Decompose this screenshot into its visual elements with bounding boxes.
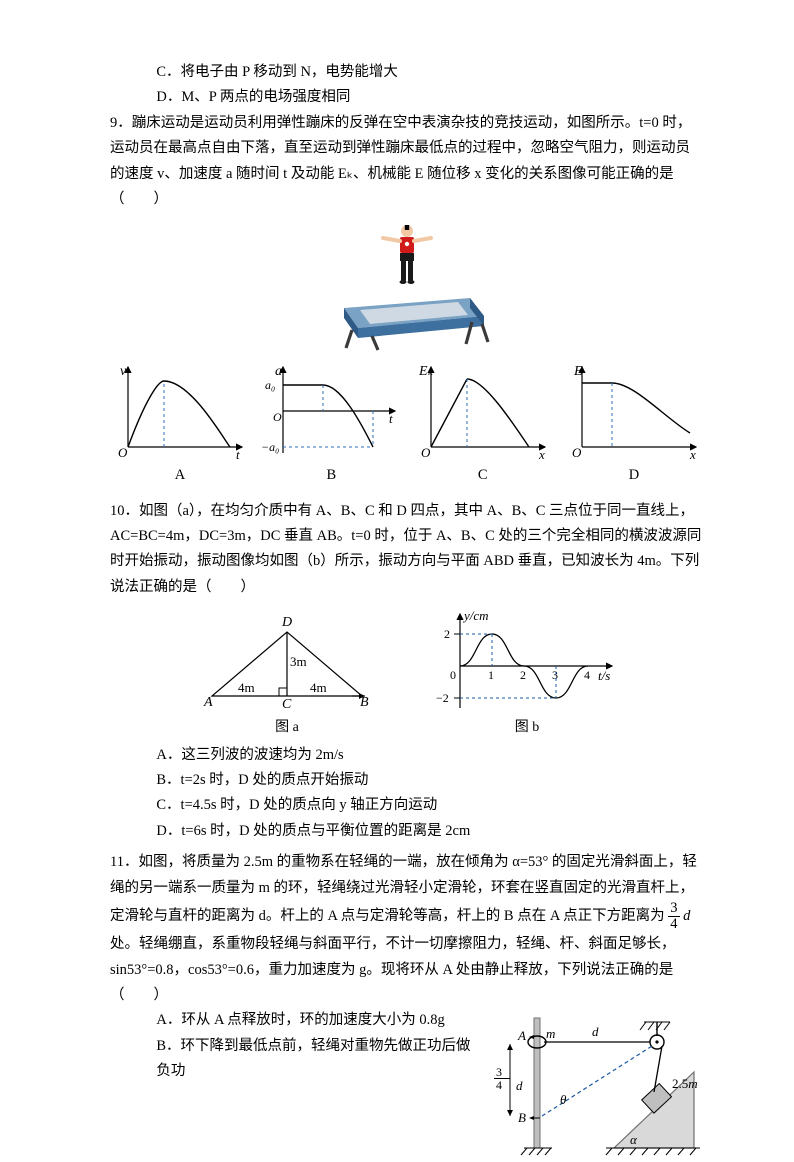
- svg-text:1: 1: [488, 668, 494, 682]
- svg-text:B: B: [518, 1110, 526, 1125]
- q8-opt-c: C．将电子由 P 移动到 N，电势能增大: [110, 60, 704, 85]
- svg-text:2.5m: 2.5m: [672, 1076, 698, 1091]
- q10-fig-a: A B C D 3m 4m 4m 图 a: [192, 606, 382, 741]
- athlete-icon: [383, 225, 431, 284]
- svg-text:t/s: t/s: [598, 668, 610, 683]
- svg-text:Eₖ: Eₖ: [418, 364, 435, 379]
- svg-text:3m: 3m: [290, 654, 307, 669]
- svg-text:3: 3: [552, 668, 558, 682]
- q11-stem-6: （ ）: [110, 983, 704, 1008]
- svg-text:4m: 4m: [238, 680, 255, 695]
- svg-text:x: x: [538, 447, 545, 461]
- svg-text:x: x: [689, 447, 696, 461]
- q10-stem-4: 说法正确的是（ ）: [110, 575, 704, 600]
- trampoline-icon: [344, 298, 488, 350]
- svg-text:d: d: [592, 1024, 599, 1039]
- q11-figure: m A B 34 d d θ 2.5m α: [494, 1012, 704, 1162]
- svg-text:2: 2: [520, 668, 526, 682]
- q9-stem-3: 的速度 v、加速度 a 随时间 t 及动能 Eₖ、机械能 E 随位移 x 变化的…: [110, 162, 704, 187]
- q9-graph-c: Eₖ O x C: [413, 361, 553, 488]
- label-b: B: [261, 463, 401, 488]
- svg-text:4m: 4m: [310, 680, 327, 695]
- svg-text:D: D: [281, 615, 292, 630]
- svg-text:O: O: [572, 445, 582, 460]
- svg-text:O: O: [421, 445, 431, 460]
- svg-text:−2: −2: [436, 691, 449, 705]
- svg-text:t: t: [389, 411, 393, 426]
- q10-opt-a: A．这三列波的波速均为 2m/s: [110, 743, 704, 768]
- svg-text:−a₀: −a₀: [261, 440, 279, 454]
- svg-text:v: v: [120, 364, 127, 379]
- q11-stem-2: 绳的另一端系一质量为 m 的环，轻绳绕过光滑轻小定滑轮，环套在竖直固定的光滑直杆…: [110, 876, 704, 901]
- svg-text:a: a: [275, 364, 282, 379]
- q9-graph-d: E O x D: [564, 361, 704, 488]
- svg-text:4: 4: [584, 668, 590, 682]
- label-a: A: [110, 463, 250, 488]
- q10-fig-b: 2 −2 1 2 3 4 y/cm t/s 0 图 b: [432, 606, 622, 741]
- label-c: C: [413, 463, 553, 488]
- svg-text:t: t: [236, 447, 240, 461]
- svg-text:2: 2: [444, 627, 450, 641]
- svg-text:A: A: [517, 1028, 526, 1043]
- q9-stem-4: （ ）: [110, 187, 704, 212]
- q10-stem-3: 时开始振动，振动图像均如图（b）所示，振动方向与平面 ABD 垂直，已知波长为 …: [110, 549, 704, 574]
- q10-opt-b: B．t=2s 时，D 处的质点开始振动: [110, 768, 704, 793]
- label-d: D: [564, 463, 704, 488]
- svg-text:C: C: [282, 697, 292, 712]
- svg-text:a₀: a₀: [265, 378, 275, 392]
- svg-text:O: O: [118, 445, 128, 460]
- q9-graphs: v O t A a a₀ −a₀ O t B: [110, 361, 704, 488]
- svg-text:d: d: [516, 1078, 523, 1093]
- svg-text:A: A: [203, 695, 213, 710]
- q9-stem-1: 9．蹦床运动是运动员利用弹性蹦床的反弹在空中表演杂技的竞技运动，如图所示。t=0…: [110, 111, 704, 136]
- q10-opt-d: D．t=6s 时，D 处的质点与平衡位置的距离是 2cm: [110, 819, 704, 844]
- svg-text:O: O: [273, 410, 282, 424]
- q9-graph-b: a a₀ −a₀ O t B: [261, 361, 401, 488]
- q10-stem-2: AC=BC=4m，DC=3m，DC 垂直 AB。t=0 时，位于 A、B、C 处…: [110, 524, 704, 549]
- q10-figures: A B C D 3m 4m 4m 图 a 2 −2 1 2 3: [110, 606, 704, 741]
- q11-stem-5: sin53°=0.8，cos53°=0.6，重力加速度为 g。现将环从 A 处由…: [110, 958, 704, 983]
- q11-stem-1: 11．如图，将质量为 2.5m 的重物系在轻绳的一端，放在倾角为 α=53° 的…: [110, 850, 704, 875]
- q11-stem-3: 定滑轮与直杆的距离为 d。杆上的 A 点与定滑轮等高，杆上的 B 点在 A 点正…: [110, 901, 704, 932]
- svg-text:m: m: [546, 1026, 555, 1041]
- q10-stem-1: 10．如图（a），在均匀介质中有 A、B、C 和 D 四点，其中 A、B、C 三…: [110, 499, 704, 524]
- svg-text:y/cm: y/cm: [462, 608, 489, 623]
- q11-stem-4: 处。轻绳绷直，系重物段轻绳与斜面平行，不计一切摩擦阻力，轻绳、杆、斜面足够长，: [110, 932, 704, 957]
- q10-opt-c: C．t=4.5s 时，D 处的质点向 y 轴正方向运动: [110, 793, 704, 818]
- svg-text:α: α: [630, 1132, 638, 1147]
- svg-text:E: E: [573, 364, 583, 379]
- svg-text:0: 0: [450, 668, 456, 682]
- svg-text:θ: θ: [560, 1092, 567, 1107]
- q9-trampoline-figure: [110, 218, 704, 353]
- q9-stem-2: 运动员在最高点自由下落，直至运动到弹性蹦床最低点的过程中，忽略空气阻力，则运动员: [110, 136, 704, 161]
- q9-graph-a: v O t A: [110, 361, 250, 488]
- q8-opt-d: D．M、P 两点的电场强度相同: [110, 85, 704, 110]
